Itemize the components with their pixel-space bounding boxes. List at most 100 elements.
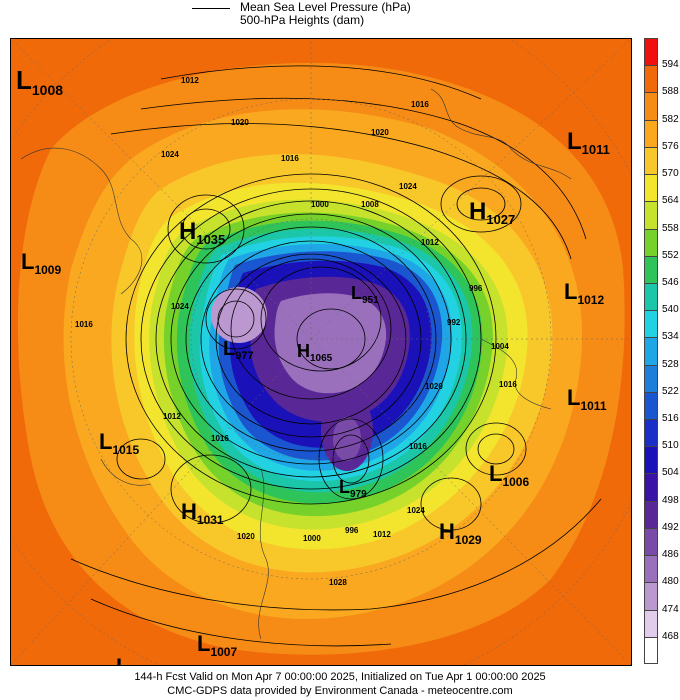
colorbar-cell	[644, 201, 658, 230]
high-pressure-label: H1027	[469, 198, 515, 227]
low-pressure-label: L1015	[99, 429, 139, 457]
colorbar-cell	[644, 609, 658, 638]
colorbar-tick-label: 510	[662, 440, 679, 452]
colorbar-cell	[644, 527, 658, 557]
low-pressure-label: L1012	[564, 279, 604, 307]
isobar-value-label: 1016	[211, 434, 229, 443]
isobar-value-label: 996	[469, 284, 483, 293]
isobar-value-label: 1004	[491, 342, 509, 351]
isobar-value-label: 1008	[361, 200, 379, 209]
colorbar-cell	[644, 419, 658, 448]
legend-heights-label: 500-hPa Heights (dam)	[240, 13, 365, 27]
colorbar-tick-label: 528	[662, 358, 679, 370]
isobar-value-label: 1020	[237, 532, 255, 541]
high-pressure-label: H1031	[181, 499, 224, 527]
colorbar-cell	[644, 146, 658, 176]
colorbar-tick-label: 522	[662, 385, 679, 397]
high-pressure-label: H1035	[179, 218, 225, 247]
colorbar-tick-label: 594	[662, 59, 679, 71]
low-pressure-label: L951	[351, 283, 379, 306]
colorbar-cell	[644, 38, 658, 67]
colorbar-cell	[644, 500, 658, 529]
colorbar-cell	[644, 555, 658, 584]
colorbar-tick-label: 534	[662, 331, 679, 343]
colorbar-tick-label: 570	[662, 168, 679, 180]
graticule	[11, 39, 631, 665]
low-pressure-label: L1009	[21, 249, 61, 277]
colorbar-cell	[644, 446, 658, 475]
map-panel: 1012 1016 1020 1024 1020 1016 1000 1008 1012 1024…	[10, 38, 632, 666]
colorbar-cell	[644, 473, 658, 502]
colorbar-tick-label: 576	[662, 140, 679, 152]
colorbar-tick-label: 588	[662, 86, 679, 98]
band-480-south	[333, 417, 361, 461]
high-pressure-label: H1029	[439, 519, 482, 547]
colorbar-tick-label: 516	[662, 413, 679, 425]
legend: Mean Sea Level Pressure (hPa) 500-hPa He…	[190, 0, 490, 30]
low-pressure-label: L1008	[16, 65, 63, 98]
low-pressure-label: L1009	[116, 654, 156, 665]
colorbar-tick-label: 558	[662, 222, 679, 234]
isobar-value-label: 1016	[499, 380, 517, 389]
weather-map: 1012 1016 1020 1024 1020 1016 1000 1008 1012 1024…	[11, 39, 631, 665]
isobar-value-label: 1012	[181, 76, 199, 85]
colorbar-tick-label: 468	[662, 630, 679, 642]
isobar-value-label: 1012	[163, 412, 181, 421]
legend-line-sample	[192, 8, 230, 9]
low-pressure-label: L1011	[567, 385, 607, 413]
colorbar-cell	[644, 174, 658, 203]
isobar-value-label: 1000	[311, 200, 329, 209]
isobar-value-label: 1020	[371, 128, 389, 137]
colorbar-cell	[644, 282, 658, 312]
colorbar-tick-label: 486	[662, 549, 679, 561]
low-pressure-label: L977	[223, 338, 254, 362]
height-colorbar	[644, 38, 660, 664]
colorbar-cell	[644, 228, 658, 257]
isobar-value-label: 1024	[171, 302, 189, 311]
low-pressure-label: L1006	[489, 461, 529, 489]
colorbar-cell	[644, 310, 658, 339]
isobar-value-label: 1024	[399, 182, 417, 191]
forecast-info: 144-h Fcst Valid on Mon Apr 7 00:00:00 2…	[134, 671, 546, 683]
low-pressure-label: L979	[339, 477, 367, 500]
colorbar-cell	[644, 364, 658, 393]
colorbar-cell	[644, 119, 658, 148]
legend-mslp-label: Mean Sea Level Pressure (hPa)	[240, 0, 411, 14]
isobar-value-label: 1012	[421, 238, 439, 247]
isobar-value-label: 1000	[303, 534, 321, 543]
colorbar-tick-label: 564	[662, 195, 679, 207]
colorbar-cell	[644, 337, 658, 366]
colorbar-cell	[644, 65, 658, 94]
colorbar-tick-label: 552	[662, 249, 679, 261]
isobar-value-label: 1024	[161, 150, 179, 159]
data-credit: CMC-GDPS data provided by Environment Ca…	[167, 685, 513, 697]
isobar-value-label: 996	[345, 526, 359, 535]
colorbar-tick-label: 480	[662, 576, 679, 588]
colorbar-cell	[644, 391, 658, 421]
colorbar-tick-label: 540	[662, 304, 679, 316]
colorbar-tick-label: 498	[662, 494, 679, 506]
colorbar-tick-label: 582	[662, 113, 679, 125]
isobar-value-label: 1020	[425, 382, 443, 391]
colorbar-tick-label: 492	[662, 521, 679, 533]
colorbar-cell	[644, 636, 658, 664]
colorbar-tick-label: 504	[662, 467, 679, 479]
low-pressure-label: L1007	[197, 631, 237, 659]
band-468-west	[211, 287, 267, 343]
high-pressure-label: H1065	[297, 341, 333, 364]
isobar-value-label: 1020	[231, 118, 249, 127]
isobar-value-label: 1016	[411, 100, 429, 109]
colorbar-cell	[644, 92, 658, 121]
isobar-value-label: 1024	[407, 506, 425, 515]
isobar-value-label: 992	[447, 318, 461, 327]
isobar-value-label: 1016	[75, 320, 93, 329]
isobar-value-label: 1012	[373, 530, 391, 539]
colorbar-tick-label: 474	[662, 603, 679, 615]
low-pressure-label: L1011	[567, 128, 610, 157]
isobar-value-label: 1016	[281, 154, 299, 163]
isobar-value-label: 1028	[329, 578, 347, 587]
colorbar-cell	[644, 255, 658, 284]
colorbar-cell	[644, 582, 658, 611]
isobar-value-label: 1016	[409, 442, 427, 451]
colorbar-tick-label: 546	[662, 276, 679, 288]
